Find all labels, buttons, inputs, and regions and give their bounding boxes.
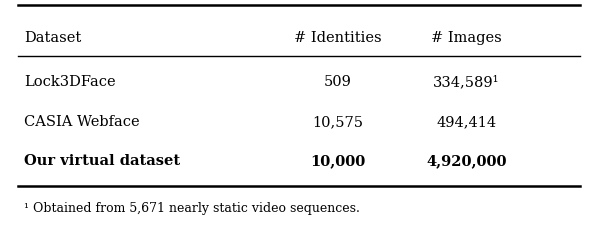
Text: # Identities: # Identities <box>294 31 382 45</box>
Text: 4,920,000: 4,920,000 <box>426 154 507 167</box>
Text: CASIA Webface: CASIA Webface <box>24 114 139 128</box>
Text: ¹ Obtained from 5,671 nearly static video sequences.: ¹ Obtained from 5,671 nearly static vide… <box>24 201 360 214</box>
Text: Dataset: Dataset <box>24 31 81 45</box>
Text: 334,589¹: 334,589¹ <box>433 75 500 89</box>
Text: Lock3DFace: Lock3DFace <box>24 75 115 89</box>
Text: # Images: # Images <box>431 31 502 45</box>
Text: Our virtual dataset: Our virtual dataset <box>24 154 180 167</box>
Text: 10,000: 10,000 <box>310 154 365 167</box>
Text: 10,575: 10,575 <box>312 114 364 128</box>
Text: 494,414: 494,414 <box>437 114 496 128</box>
Text: 509: 509 <box>324 75 352 89</box>
